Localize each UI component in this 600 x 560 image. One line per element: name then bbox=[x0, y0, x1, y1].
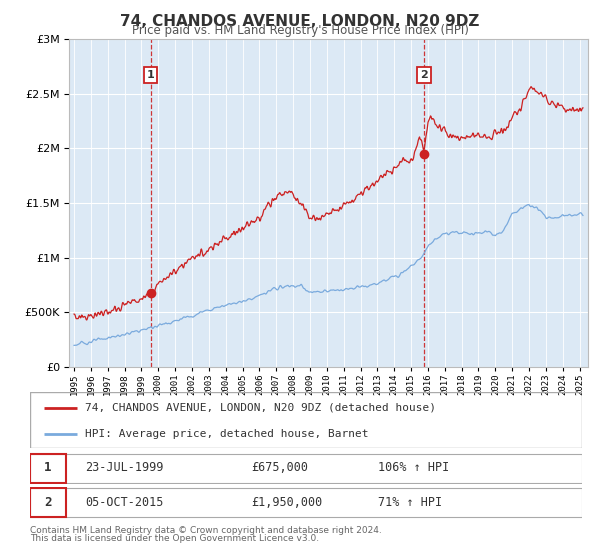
Text: Contains HM Land Registry data © Crown copyright and database right 2024.: Contains HM Land Registry data © Crown c… bbox=[30, 526, 382, 535]
Text: £675,000: £675,000 bbox=[251, 461, 308, 474]
Text: 106% ↑ HPI: 106% ↑ HPI bbox=[378, 461, 449, 474]
Text: 74, CHANDOS AVENUE, LONDON, N20 9DZ: 74, CHANDOS AVENUE, LONDON, N20 9DZ bbox=[121, 14, 479, 29]
Text: 23-JUL-1999: 23-JUL-1999 bbox=[85, 461, 164, 474]
Text: 74, CHANDOS AVENUE, LONDON, N20 9DZ (detached house): 74, CHANDOS AVENUE, LONDON, N20 9DZ (det… bbox=[85, 403, 436, 413]
Text: 2: 2 bbox=[44, 496, 52, 508]
Text: 71% ↑ HPI: 71% ↑ HPI bbox=[378, 496, 442, 508]
Bar bbox=[30, 488, 66, 517]
Text: Price paid vs. HM Land Registry's House Price Index (HPI): Price paid vs. HM Land Registry's House … bbox=[131, 24, 469, 37]
Text: £1,950,000: £1,950,000 bbox=[251, 496, 322, 508]
Text: HPI: Average price, detached house, Barnet: HPI: Average price, detached house, Barn… bbox=[85, 429, 368, 439]
Text: 1: 1 bbox=[147, 70, 155, 80]
Bar bbox=[30, 454, 66, 483]
Text: 05-OCT-2015: 05-OCT-2015 bbox=[85, 496, 164, 508]
Text: 1: 1 bbox=[44, 461, 52, 474]
Text: 2: 2 bbox=[420, 70, 428, 80]
Text: This data is licensed under the Open Government Licence v3.0.: This data is licensed under the Open Gov… bbox=[30, 534, 319, 543]
